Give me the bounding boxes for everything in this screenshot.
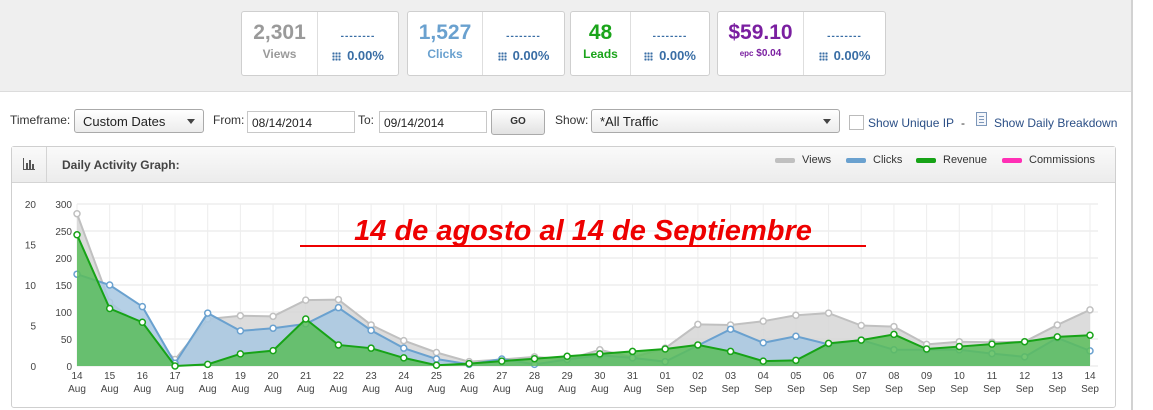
- legend-label: Clicks: [873, 154, 903, 166]
- leads-value: 48: [588, 21, 613, 44]
- traffic-value: *All Traffic: [600, 114, 659, 129]
- stat-epc: $59.10 epc $0.04 -------- 0.00%: [717, 11, 886, 76]
- legend-label: Views: [802, 154, 832, 166]
- timeframe-value: Custom Dates: [83, 114, 166, 129]
- epc-pct: 0.00%: [833, 48, 871, 63]
- views-change-dash: --------: [340, 31, 376, 42]
- views-value: 2,301: [253, 21, 306, 44]
- revenue-value: $59.10: [728, 21, 793, 44]
- bar-chart-icon: [23, 158, 35, 170]
- stat-leads: 48 Leads -------- 0.00%: [570, 11, 710, 76]
- timeframe-label: Timeframe:: [10, 113, 71, 127]
- unique-ip-link[interactable]: Show Unique IP: [868, 116, 955, 130]
- leads-label: Leads: [583, 47, 618, 61]
- grid-icon: [332, 51, 342, 61]
- clicks-change-dash: --------: [506, 31, 541, 42]
- views-label: Views: [262, 47, 297, 61]
- separator: -: [961, 116, 965, 130]
- to-label: To:: [358, 113, 375, 127]
- stat-clicks: 1,527 Clicks -------- 0.00%: [407, 11, 565, 76]
- chevron-down-icon: [187, 119, 195, 124]
- from-label: From:: [213, 113, 245, 127]
- panel-title: Daily Activity Graph:: [62, 158, 180, 172]
- go-button[interactable]: GO: [491, 109, 545, 135]
- grid-icon: [818, 51, 828, 61]
- clicks-label: Clicks: [427, 47, 463, 61]
- clicks-pct: 0.00%: [512, 48, 550, 63]
- grid-icon: [644, 51, 654, 61]
- legend-clicks[interactable]: Clicks: [846, 154, 902, 166]
- stats-bar: 2,301 Views -------- 0.00% 1,527 Clicks …: [0, 0, 1131, 92]
- legend-views[interactable]: Views: [775, 154, 831, 166]
- document-icon: [976, 112, 987, 126]
- legend-label: Revenue: [943, 154, 988, 166]
- epc-change-dash: --------: [827, 31, 862, 42]
- from-date-input[interactable]: 08/14/2014: [247, 111, 355, 133]
- stat-views: 2,301 Views -------- 0.00%: [241, 11, 399, 76]
- grid-icon: [497, 51, 507, 61]
- legend-revenue[interactable]: Revenue: [916, 154, 987, 166]
- right-border: [1131, 0, 1133, 410]
- legend-commissions[interactable]: Commissions: [1002, 154, 1095, 166]
- epc-label: epc: [739, 49, 754, 58]
- daily-breakdown-link[interactable]: Show Daily Breakdown: [994, 116, 1118, 130]
- panel-header: Daily Activity Graph: Views Clicks Reven…: [12, 147, 1115, 183]
- timeframe-select[interactable]: Custom Dates: [74, 109, 204, 133]
- unique-ip-checkbox[interactable]: [849, 115, 864, 130]
- views-pct: 0.00%: [347, 48, 384, 63]
- traffic-select[interactable]: *All Traffic: [591, 109, 840, 133]
- clicks-value: 1,527: [418, 21, 472, 44]
- filter-bar: Timeframe: Custom Dates From: 08/14/2014…: [0, 108, 1131, 138]
- to-date-input[interactable]: 09/14/2014: [379, 111, 487, 133]
- leads-change-dash: --------: [652, 31, 688, 42]
- chart-panel: Daily Activity Graph: Views Clicks Reven…: [11, 146, 1116, 408]
- chevron-down-icon: [823, 119, 831, 124]
- show-label: Show:: [555, 113, 589, 127]
- epc-value: $0.04: [756, 48, 782, 59]
- leads-pct: 0.00%: [659, 48, 696, 63]
- legend-label: Commissions: [1029, 154, 1096, 166]
